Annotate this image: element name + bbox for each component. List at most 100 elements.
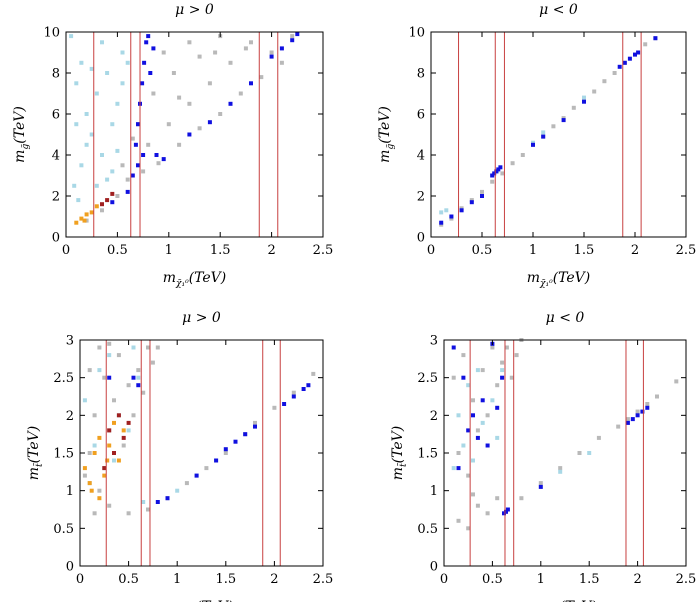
panel-1-point-gray-12	[207, 81, 212, 86]
panel-1-point-lightblue-10	[115, 101, 120, 106]
panel-4-point-blue-11	[500, 375, 505, 380]
panel-4-point-lightblue-2	[456, 413, 461, 418]
panel-3-point-darkred-3	[121, 435, 126, 440]
panel-3-point-orange-7	[112, 420, 116, 425]
panel-3-point-gray-29	[97, 345, 102, 350]
panel-3-point-gray-7	[112, 398, 116, 403]
panel-1-point-gray-5	[141, 169, 146, 174]
panel-3-xtick-label-6: 2.5	[313, 572, 334, 587]
panel-2-point-lightblue-1	[439, 210, 444, 215]
panel-1	[65, 31, 324, 238]
panel-1-point-lightblue-15	[125, 60, 130, 65]
panel-3-point-gray-14	[146, 345, 150, 350]
panel-3-xlabel: mχ̃₁⁰(TeV)	[170, 599, 234, 602]
panel-4-point-gray-24	[577, 451, 582, 455]
panel-4-point-blue-19	[640, 409, 645, 414]
panel-1-point-gray-4	[125, 177, 130, 182]
panel-1-point-lightblue-19	[74, 122, 79, 127]
panel-1-point-lightblue-11	[120, 50, 125, 55]
panel-3-point-blue-3	[136, 383, 141, 388]
panel-1-point-orange-6	[82, 218, 87, 223]
panel-4-point-lightblue-5	[471, 458, 475, 463]
panel-2-point-blue-12	[541, 134, 546, 139]
panel-3-point-blue-14	[301, 387, 306, 391]
panel-4-ytick-label-6: 2.5	[417, 371, 438, 386]
panel-1-point-lightblue-14	[110, 169, 115, 174]
panel-3-point-gray-26	[272, 405, 277, 410]
panel-4-point-blue-5	[471, 413, 475, 418]
panel-3-point-blue-1	[107, 375, 112, 380]
panel-3-point-lightblue-11	[131, 345, 136, 350]
panel-3-point-blue-7	[214, 458, 219, 463]
panel-3-point-gray-15	[150, 360, 155, 365]
panel-3-point-blue-13	[291, 394, 296, 399]
panel-3-ytick-label-2: 0.5	[53, 522, 74, 537]
panel-4-point-gray-5	[471, 398, 475, 403]
panel-4-point-lightblue-12	[500, 368, 505, 373]
panel-4-point-blue-2	[456, 466, 461, 471]
panel-4-point-blue-10	[495, 405, 500, 410]
panel-2-point-blue-14	[582, 99, 586, 104]
panel-4-point-gray-18	[475, 503, 480, 508]
panel-3-point-blue-11	[253, 424, 257, 429]
panel-3-point-lightblue-4	[97, 368, 102, 373]
panel-2-point-gray-4	[469, 198, 474, 203]
panel-4-ylabel: mt̃(TeV)	[390, 426, 409, 480]
panel-3-point-orange-9	[121, 428, 126, 433]
panel-1-point-blue-15	[187, 132, 192, 137]
panel-1-point-blue-21	[290, 38, 295, 43]
panel-1-point-lightblue-18	[115, 148, 120, 153]
panel-3-point-blue-9	[233, 439, 238, 444]
panel-2-xtick-label-1: 0	[427, 243, 435, 258]
panel-1-point-gray-30	[243, 46, 248, 51]
panel-4-ytick-label-4: 1.5	[417, 447, 438, 462]
panel-1-ytick-label-1: 0	[52, 231, 60, 246]
panel-1-point-lightblue-17	[100, 40, 104, 45]
panel-2-point-blue-18	[633, 52, 637, 57]
panel-3-point-gray-8	[116, 353, 121, 358]
panel-3-point-gray-2	[87, 451, 92, 455]
panel-3-point-darkred-5	[112, 451, 116, 455]
panel-3-point-gray-1	[82, 473, 87, 478]
panel-4-point-blue-8	[485, 443, 490, 448]
panel-3-point-gray-9	[121, 443, 126, 448]
panel-1-point-lightblue-4	[84, 112, 89, 116]
panel-4-xtick-label-2: 0.5	[482, 572, 503, 587]
panel-2-point-blue-4	[469, 200, 474, 205]
panel-4-point-lightblue-3	[461, 443, 466, 448]
panel-4-xtick-label-3: 1	[537, 572, 545, 587]
panel-4-ytick-label-3: 1	[430, 484, 438, 499]
panel-1-xtick-label-1: 0	[62, 243, 70, 258]
panel-3-xtick-label-4: 1.5	[215, 572, 236, 587]
panel-3-point-lightblue-3	[92, 443, 97, 448]
panel-1-point-lightblue-8	[105, 71, 110, 75]
panel-3-point-orange-1	[82, 466, 87, 471]
panel-1-title: μ > 0	[175, 2, 214, 18]
panel-3-point-lightblue-10	[136, 375, 141, 380]
panel-3-point-gray-4	[97, 488, 102, 493]
panel-1-ytick-label-4: 6	[52, 108, 60, 123]
panel-1-point-lightblue-20	[105, 177, 110, 182]
panel-1-point-blue-11	[148, 71, 153, 75]
panel-1-point-blue-13	[125, 189, 130, 194]
panel-4-ytick-label-2: 0.5	[417, 522, 438, 537]
panel-1-point-blue-7	[144, 40, 149, 45]
panel-2-point-blue-19	[636, 50, 641, 55]
panel-4	[443, 338, 687, 567]
panel-3-point-blue-10	[243, 432, 248, 437]
panel-1-point-blue-5	[140, 81, 145, 86]
panel-3-point-orange-6	[107, 443, 112, 448]
panel-4-point-blue-13	[504, 509, 508, 514]
panel-3-ytick-label-3: 1	[66, 484, 74, 499]
panel-1-xtick-label-2: 0.5	[107, 243, 128, 258]
panel-4-point-gray-27	[625, 417, 630, 422]
panel-3-point-orange-8	[116, 458, 121, 463]
panel-1-ylabel: mg̃(TeV)	[12, 106, 31, 163]
panel-1-point-blue-2	[133, 142, 138, 147]
panel-2-point-gray-7	[500, 171, 505, 176]
panel-1-frame	[65, 31, 324, 238]
panel-3-point-lightblue-7	[112, 458, 116, 463]
panel-4-point-gray-29	[645, 402, 650, 406]
panel-3-point-gray-28	[311, 371, 316, 376]
panel-3-ytick-label-4: 1.5	[53, 447, 74, 462]
